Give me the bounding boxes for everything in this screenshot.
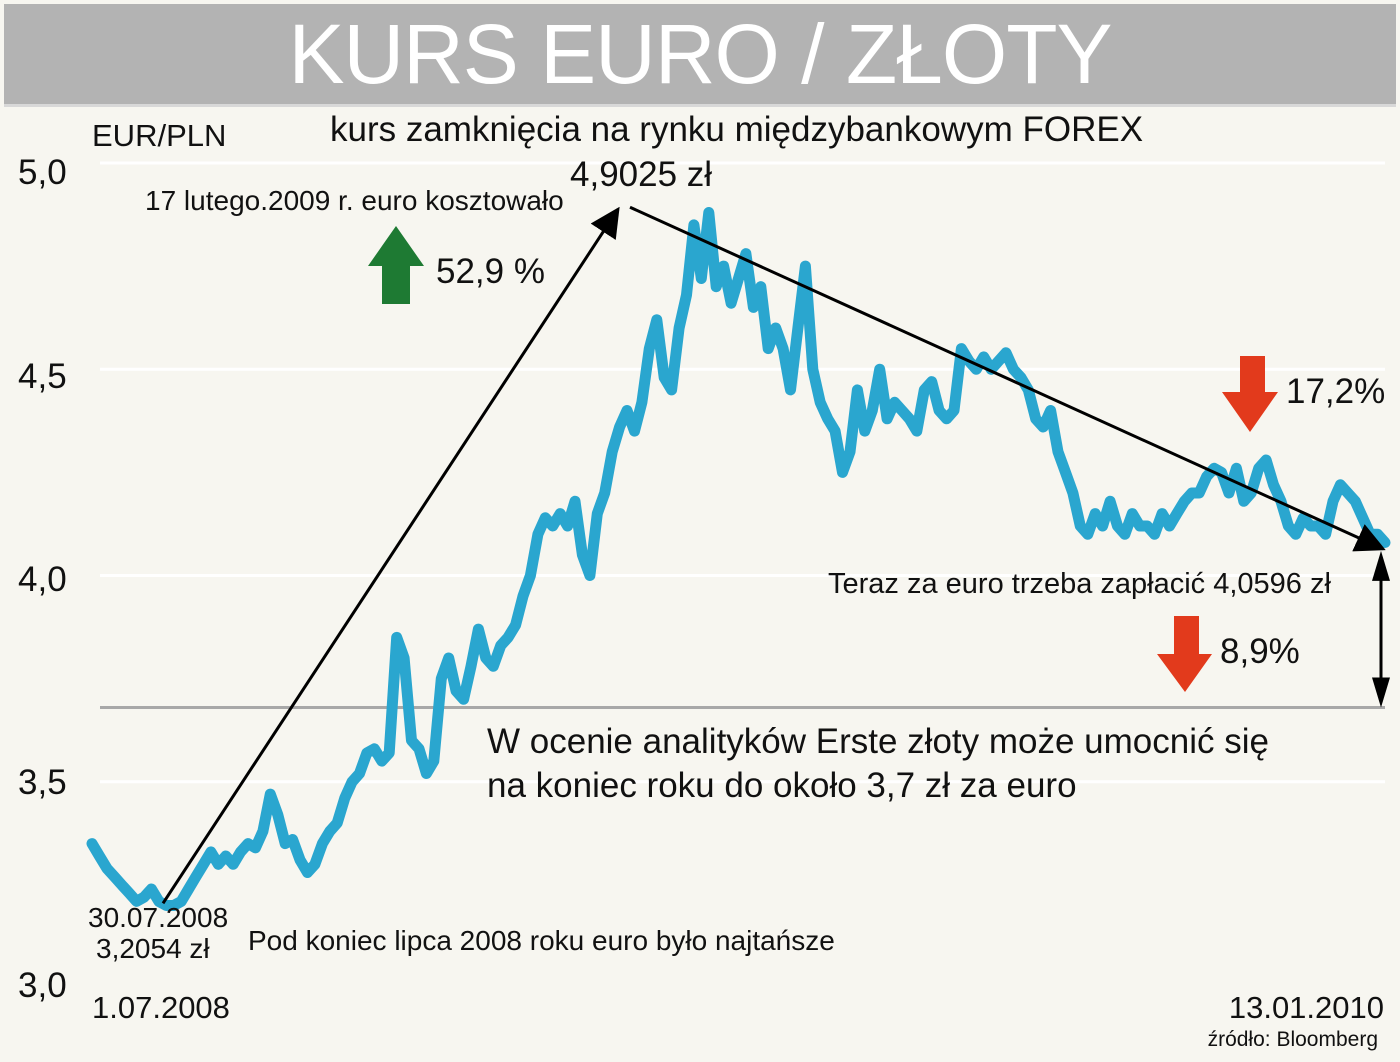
forecast-text-line-1: W ocenie analityków Erste złoty może umo… [487,722,1269,761]
min-date-label: 30.07.2008 [88,902,229,933]
red-down-arrow-icon [1157,616,1212,692]
fall-trend-arrow [629,205,1386,552]
min-value-label: 3,2054 zł [96,933,210,964]
forecast-percent-label: 8,9% [1220,632,1300,671]
forecast-text-line-2: na koniec roku do około 3,7 zł za euro [487,766,1077,805]
y-tick-label: 4,0 [18,560,67,599]
y-tick-label: 3,5 [18,763,67,802]
peak-note: 17 lutego.2009 r. euro kosztowało [145,185,564,216]
source-label: źródło: Bloomberg [1207,1028,1378,1051]
peak-value-label: 4,9025 zł [570,155,713,194]
y-tick-label: 4,5 [18,357,67,396]
y-axis-label: EUR/PLN [92,118,227,153]
chart-title: KURS EURO / ZŁOTY [288,7,1112,101]
series-line-eur-pln [86,207,1391,911]
forecast-arrow-head-top [1372,550,1390,581]
grid-lines [100,161,1385,784]
min-note: Pod koniec lipca 2008 roku euro było naj… [248,925,835,956]
forecast-arrow-head-bottom [1372,677,1390,708]
rise-percent-label: 52,9 % [436,252,545,291]
red-down-arrow-icon [1222,356,1278,432]
y-tick-label: 3,0 [18,966,67,1005]
green-up-arrow-icon [368,226,424,304]
y-tick-label: 5,0 [18,153,67,192]
x-start-label: 1.07.2008 [92,990,230,1025]
current-rate-note: Teraz za euro trzeba zapłacić 4,0596 zł [828,568,1331,600]
title-bar: KURS EURO / ZŁOTY [4,4,1396,107]
x-end-label: 13.01.2010 [1228,990,1384,1025]
chart-subtitle: kurs zamknięcia na rynku międzybankowym … [330,110,1144,149]
rise-trend-arrow [161,206,620,905]
fall-percent-label: 17,2% [1286,372,1386,411]
